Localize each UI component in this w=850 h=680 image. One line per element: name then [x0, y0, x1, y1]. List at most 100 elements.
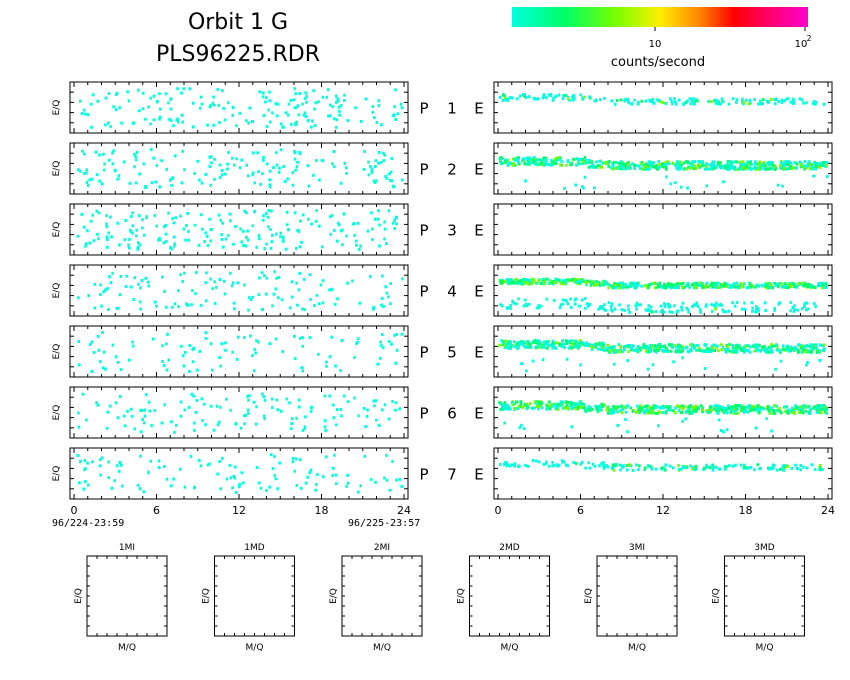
count-cell: [535, 158, 538, 161]
count-cell: [328, 103, 332, 107]
count-cell: [353, 233, 356, 237]
count-cell: [499, 303, 502, 307]
count-cell: [588, 160, 591, 164]
count-cell: [613, 282, 616, 285]
count-cell: [172, 477, 175, 481]
count-cell: [820, 344, 824, 348]
count-cell: [670, 99, 673, 103]
count-cell: [252, 151, 255, 155]
count-cell: [818, 358, 821, 362]
count-cell: [383, 403, 387, 407]
count-cell: [544, 163, 547, 167]
count-cell: [320, 245, 324, 249]
count-cell: [225, 477, 229, 481]
count-cell: [588, 343, 592, 347]
count-cell: [96, 334, 100, 338]
count-cell: [138, 172, 141, 176]
count-cell: [772, 463, 776, 467]
count-cell: [620, 285, 624, 289]
count-cell: [187, 238, 191, 242]
count-cell: [223, 118, 227, 122]
count-cell: [805, 344, 808, 347]
count-cell: [735, 281, 738, 285]
count-cell: [539, 161, 543, 164]
count-cell: [795, 162, 799, 166]
count-cell: [678, 281, 681, 285]
count-cell: [545, 297, 549, 301]
count-cell: [608, 345, 611, 349]
count-cell: [304, 96, 307, 100]
count-cell: [289, 98, 293, 102]
count-cell: [377, 104, 381, 108]
count-cell: [522, 427, 526, 431]
count-cell: [814, 100, 817, 104]
count-cell: [533, 96, 536, 100]
count-cell: [607, 286, 610, 290]
count-cell: [659, 304, 663, 308]
count-cell: [90, 125, 93, 129]
count-cell: [141, 226, 144, 230]
count-cell: [314, 219, 318, 223]
count-cell: [647, 464, 651, 468]
count-cell: [177, 120, 180, 124]
count-cell: [287, 102, 291, 106]
count-cell: [383, 227, 387, 231]
count-cell: [741, 100, 744, 104]
count-cell: [263, 247, 266, 251]
count-cell: [539, 342, 542, 346]
count-cell: [561, 400, 564, 404]
count-cell: [667, 305, 671, 309]
count-cell: [572, 345, 576, 349]
count-cell: [394, 88, 397, 92]
count-cell: [222, 279, 226, 283]
count-cell: [726, 161, 730, 165]
count-cell: [663, 283, 666, 287]
panel-e-label: E: [474, 405, 483, 423]
count-cell: [136, 88, 140, 92]
count-cell: [141, 107, 145, 111]
count-cell: [714, 98, 717, 102]
count-cell: [607, 301, 611, 305]
count-cell: [818, 404, 822, 408]
count-cell: [390, 342, 393, 346]
count-cell: [663, 303, 667, 307]
count-cell: [742, 350, 746, 354]
count-cell: [308, 471, 312, 474]
count-cell: [658, 162, 661, 166]
count-cell: [785, 405, 788, 409]
count-cell: [649, 100, 653, 103]
count-cell: [251, 224, 254, 228]
panel-e-label: E: [474, 161, 483, 179]
count-cell: [312, 89, 315, 93]
count-cell: [602, 463, 606, 467]
count-cell: [570, 161, 573, 165]
count-cell: [746, 286, 749, 290]
count-cell: [263, 417, 266, 421]
count-cell: [257, 170, 260, 174]
count-cell: [688, 285, 691, 289]
count-cell: [205, 234, 209, 238]
count-cell: [193, 485, 196, 489]
count-cell: [759, 349, 762, 353]
right-panel-2: [493, 142, 833, 195]
count-cell: [814, 164, 817, 168]
count-cell: [599, 282, 602, 286]
count-cell: [526, 464, 530, 468]
count-cell: [515, 302, 519, 306]
count-cell: [698, 347, 701, 351]
count-cell: [669, 284, 672, 287]
count-cell: [502, 463, 506, 466]
count-cell: [726, 167, 729, 171]
count-cell: [265, 125, 269, 128]
count-cell: [734, 410, 737, 414]
count-cell: [655, 412, 659, 415]
count-cell: [576, 407, 579, 411]
count-cell: [704, 285, 708, 289]
count-cell: [155, 224, 158, 228]
count-cell: [591, 462, 595, 466]
count-cell: [355, 243, 358, 247]
count-cell: [380, 274, 384, 278]
count-cell: [198, 458, 201, 462]
count-cell: [728, 167, 731, 171]
count-cell: [626, 464, 629, 468]
